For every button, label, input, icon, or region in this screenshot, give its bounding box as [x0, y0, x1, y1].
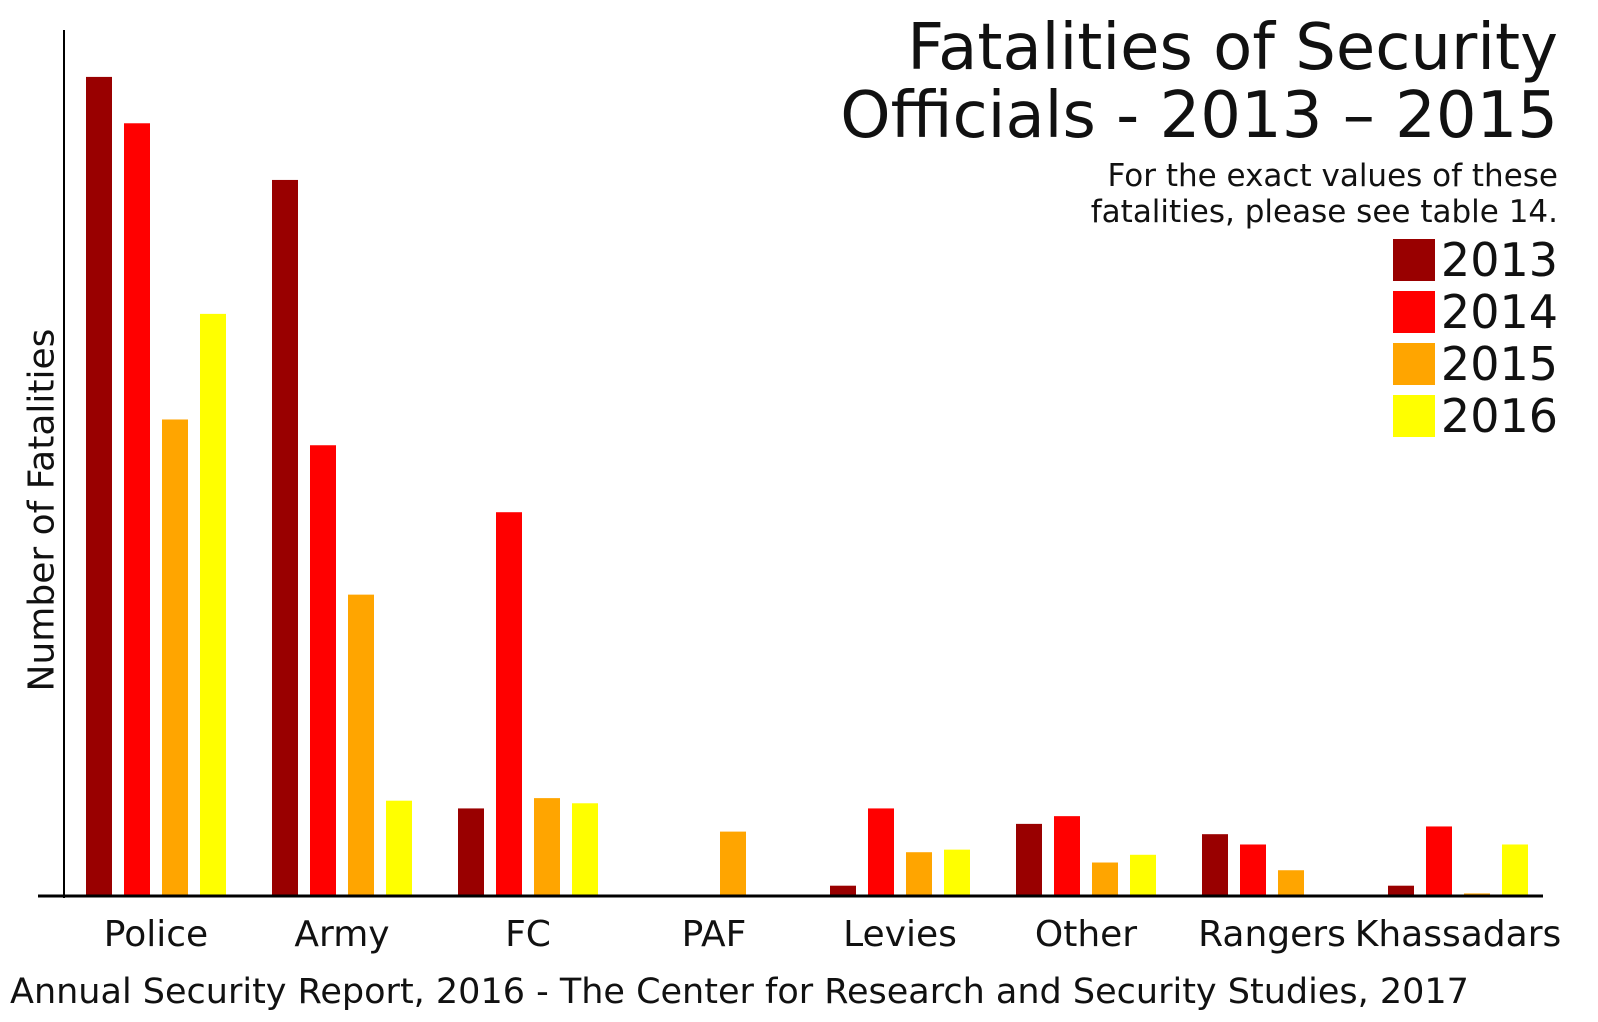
bar-khassadars-2013	[1388, 885, 1414, 896]
legend-swatch-2014	[1392, 291, 1435, 333]
x-tick-label-khassadars: Khassadars	[1355, 914, 1562, 955]
bar-police-2016	[200, 313, 226, 896]
x-tick-labels: Police Army FC PAF Levies Other Rangers Khassad…	[104, 914, 1561, 955]
bar-khassadars-2016	[1502, 844, 1528, 896]
x-tick-label-rangers: Rangers	[1198, 914, 1346, 955]
x-tick-label-police: Police	[104, 914, 208, 955]
legend-label-2014: 2014	[1440, 285, 1558, 339]
bar-fc-2013	[458, 808, 484, 896]
chart-subtitle-line-1: For the exact values of these	[1107, 158, 1558, 194]
legend-label-2016: 2016	[1440, 389, 1558, 443]
bar-fc-2014	[496, 512, 522, 896]
legend-item-2016: 2016	[1392, 389, 1558, 443]
bar-rangers-2014	[1240, 844, 1266, 896]
bar-police-2013	[86, 76, 112, 897]
bar-paf-2015	[720, 831, 746, 896]
bar-army-2015	[348, 594, 374, 896]
legend-item-2014: 2014	[1392, 285, 1558, 339]
legend-label-2015: 2015	[1440, 337, 1558, 391]
bar-fc-2016	[572, 803, 598, 896]
legend-swatch-2015	[1392, 343, 1435, 385]
bar-police-2014	[124, 123, 150, 897]
bar-police-2015	[162, 419, 188, 896]
axes-group	[38, 30, 1543, 898]
chart-subtitle: For the exact values of these fatalities…	[1091, 158, 1558, 230]
bar-army-2013	[272, 179, 298, 896]
x-tick-label-paf: PAF	[682, 914, 747, 955]
bar-other-2016	[1130, 854, 1156, 896]
bar-rangers-2015	[1278, 870, 1304, 896]
y-axis-label: Number of Fatalities	[21, 328, 63, 692]
x-tick-label-levies: Levies	[843, 914, 957, 955]
bar-levies-2013	[830, 885, 856, 896]
legend-item-2015: 2015	[1392, 337, 1558, 391]
chart-subtitle-line-2: fatalities, please see table 14.	[1090, 194, 1558, 230]
legend-item-2013: 2013	[1392, 233, 1558, 287]
bar-army-2014	[310, 445, 336, 896]
legend-swatch-2016	[1392, 395, 1435, 437]
legend-swatch-2013	[1392, 239, 1435, 281]
x-tick-label-other: Other	[1035, 914, 1137, 955]
bar-khassadars-2014	[1426, 826, 1452, 896]
source-caption: Annual Security Report, 2016 - The Cente…	[10, 972, 1469, 1012]
x-tick-label-fc: FC	[505, 914, 551, 955]
bar-rangers-2013	[1202, 834, 1228, 896]
bar-other-2015	[1092, 862, 1118, 896]
bars-group	[86, 76, 1528, 897]
chart-title-line-1: Fatalities of Security	[907, 11, 1558, 85]
bar-levies-2015	[906, 852, 932, 896]
legend-label-2013: 2013	[1440, 233, 1558, 287]
bar-other-2014	[1054, 816, 1080, 896]
bar-other-2013	[1016, 823, 1042, 896]
x-tick-label-army: Army	[294, 914, 389, 955]
bar-levies-2016	[944, 849, 970, 896]
legend: 2013 2014 2015 2016	[1392, 233, 1558, 443]
bar-levies-2014	[868, 808, 894, 896]
bar-fc-2015	[534, 798, 560, 896]
chart-title-line-2: Officials - 2013 – 2015	[840, 79, 1558, 153]
bar-army-2016	[386, 800, 412, 896]
chart-title: Fatalities of Security Officials - 2013 …	[840, 14, 1558, 150]
